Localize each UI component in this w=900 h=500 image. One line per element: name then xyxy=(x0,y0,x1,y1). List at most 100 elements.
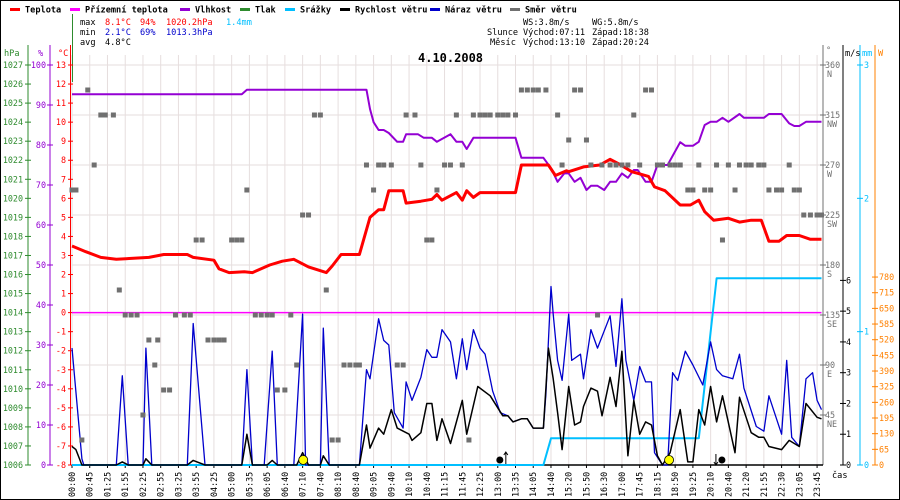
x-axis-label: čas xyxy=(832,470,848,481)
ms-tick-label: 0 xyxy=(846,460,851,470)
wind-direction-point xyxy=(429,237,435,243)
wind-direction-point xyxy=(736,162,742,168)
wind-direction-point xyxy=(459,162,465,168)
dir-compass-label: E xyxy=(827,369,832,379)
temp-tick-label: 5 xyxy=(61,212,66,222)
x-tick-label: 14:05 xyxy=(528,472,538,497)
wind-direction-point xyxy=(323,287,329,293)
astro-markers xyxy=(298,451,726,466)
legend-item-label: Náraz větru xyxy=(445,5,502,16)
temp-tick-label: -3 xyxy=(56,365,66,375)
pct-axis-label: % xyxy=(38,49,44,59)
pct-tick-label: 80 xyxy=(36,140,46,150)
ms-tick-label: 3 xyxy=(846,368,851,378)
wind-direction-point xyxy=(535,87,541,93)
temp-tick-label: -5 xyxy=(56,403,66,413)
wind-direction-point xyxy=(69,187,75,193)
x-tick-label: 06:40 xyxy=(280,472,290,497)
axes: 1027102610251024102310221021102010191018… xyxy=(3,14,894,497)
wind-direction-point xyxy=(801,212,807,218)
mm-axis-label: mm xyxy=(862,49,872,59)
series-vlhkost xyxy=(72,88,822,191)
wind-direction-point xyxy=(719,237,725,243)
temp-tick-label: -8 xyxy=(56,460,66,470)
wind-direction-point xyxy=(495,112,501,118)
temp-tick-label: 6 xyxy=(61,193,66,203)
x-tick-label: 14:40 xyxy=(546,472,556,497)
x-tick-label: 11:15 xyxy=(440,472,450,497)
wind-direction-point xyxy=(116,287,122,293)
sun-icon xyxy=(298,455,309,465)
wind-direction-point xyxy=(513,112,518,118)
x-tick-label: 13:00 xyxy=(493,472,503,497)
wind-direction-point xyxy=(187,312,193,318)
wind-direction-point xyxy=(288,312,294,318)
w-tick-label: 195 xyxy=(879,413,894,423)
x-tick-label: 09:40 xyxy=(386,472,396,497)
wind-direction-point xyxy=(239,237,245,243)
wind-direction-point xyxy=(447,162,453,168)
w-tick-label: 130 xyxy=(879,429,894,439)
w-tick-label: 780 xyxy=(879,272,894,282)
pct-tick-label: 30 xyxy=(36,340,46,350)
wind-direction-point xyxy=(335,437,341,443)
wind-direction-point xyxy=(756,162,762,168)
x-tick-label: 18:15 xyxy=(652,472,662,497)
arrow-up-icon xyxy=(503,451,509,464)
wind-direction-point xyxy=(524,87,530,93)
w-tick-label: 715 xyxy=(879,288,894,298)
wind-direction-point xyxy=(708,187,714,193)
hpa-tick-label: 1019 xyxy=(3,212,23,222)
wind-direction-point xyxy=(363,162,369,168)
wind-direction-point xyxy=(572,87,578,93)
wind-direction-point xyxy=(110,112,116,118)
wind-direction-point xyxy=(518,87,524,93)
x-tick-label: 06:05 xyxy=(262,472,272,497)
pct-tick-label: 60 xyxy=(36,220,46,230)
wind-direction-point xyxy=(73,187,79,193)
hpa-tick-label: 1008 xyxy=(3,422,23,432)
pct-tick-label: 50 xyxy=(36,260,46,270)
stats-min-temp: 2.1°C xyxy=(105,28,131,38)
wind-direction-point xyxy=(814,212,820,218)
temp-tick-label: -6 xyxy=(56,422,66,432)
ms-tick-label: 1 xyxy=(846,429,851,439)
hpa-tick-label: 1012 xyxy=(3,346,23,356)
stats-min-label: min xyxy=(80,28,96,38)
wind-direction-point xyxy=(466,437,472,443)
hpa-tick-label: 1010 xyxy=(3,384,23,394)
wind-direction-point xyxy=(91,162,97,168)
x-tick-label: 05:00 xyxy=(227,472,237,497)
temp-tick-label: -2 xyxy=(56,346,66,356)
wind-direction-point xyxy=(566,137,572,143)
x-tick-label: 04:25 xyxy=(209,472,219,497)
w-tick-label: 585 xyxy=(879,319,894,329)
wind-direction-point xyxy=(244,187,250,193)
hpa-tick-label: 1011 xyxy=(3,365,23,375)
w-tick-label: 325 xyxy=(879,382,894,392)
wind-speed-avg: WS:3.8m/s xyxy=(523,18,570,28)
x-tick-label: 08:40 xyxy=(351,472,361,497)
wind-direction-point xyxy=(819,212,825,218)
wind-direction-point xyxy=(702,187,708,193)
temp-tick-label: 9 xyxy=(61,136,66,146)
ms-tick-label: 5 xyxy=(846,306,851,316)
wind-direction-point xyxy=(306,212,312,218)
pct-tick-label: 40 xyxy=(36,300,46,310)
wind-direction-point xyxy=(252,312,258,318)
wind-direction-point xyxy=(329,437,335,443)
dir-axis-label: ° xyxy=(826,46,831,56)
wind-direction-point xyxy=(690,187,696,193)
wind-direction-point xyxy=(181,312,187,318)
hpa-tick-label: 1027 xyxy=(3,60,23,70)
w-tick-label: 260 xyxy=(879,397,894,407)
wind-direction-point xyxy=(477,112,483,118)
w-tick-label: 0 xyxy=(879,460,884,470)
wind-direction-point xyxy=(128,312,134,318)
series-sr-ky xyxy=(72,277,822,466)
x-tick-label: 12:25 xyxy=(475,472,485,497)
x-tick-label: 16:30 xyxy=(599,472,609,497)
series-rychlost-v-tru xyxy=(71,347,822,466)
pct-tick-label: 20 xyxy=(36,380,46,390)
stats-max-temp: 8.1°C xyxy=(105,18,131,28)
